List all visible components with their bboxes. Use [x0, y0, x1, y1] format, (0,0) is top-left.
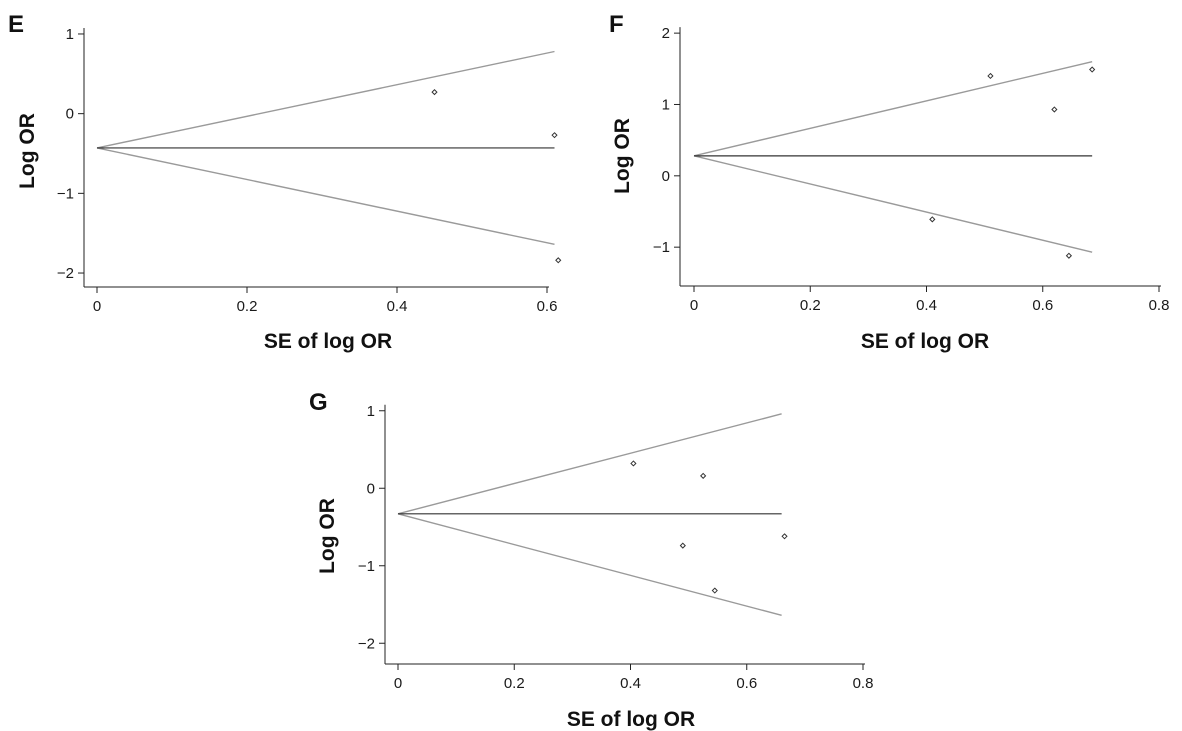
panel-f-study-point [1065, 252, 1073, 259]
panel-e-lower-ci-line [96, 147, 555, 246]
panel-g-ylabel: Log OR [316, 498, 339, 574]
panel-g-y-tick-label: −2 [358, 635, 375, 652]
panel-f: F SE of log OR Log OR −1 0 1 2 0 0.2 0.4 0.6 0.8 [609, 11, 1169, 353]
panel-f-study-point [1051, 106, 1058, 113]
panel-e-study-point [551, 132, 558, 139]
panel-f-y-tick-label: 1 [662, 96, 670, 113]
panel-e-x-tick-label: 0.4 [387, 298, 408, 315]
panel-g-x-tick-label: 0.2 [504, 675, 525, 692]
panel-g-study-point [679, 542, 686, 549]
panel-e-y-tick-label: −1 [57, 185, 74, 202]
panel-e-ylabel: Log OR [16, 113, 39, 189]
panel-g: G SE of log OR Log OR −2 −1 0 1 0 0.2 0.4 0.6 0.… [309, 389, 873, 731]
panel-g-study-point [781, 533, 788, 540]
panel-f-y-tick-label: 2 [662, 25, 670, 42]
panel-e-study-point [431, 89, 438, 96]
panel-f-lower-ci-line [693, 155, 1093, 253]
panel-f-study-point [987, 72, 994, 80]
panel-e-letter: E [8, 11, 24, 38]
panel-g-plot-area: −2 −1 0 1 0 0.2 0.4 0.6 0.8 [358, 403, 874, 692]
panel-g-upper-ci-line [397, 413, 782, 515]
panel-f-letter: F [609, 11, 624, 38]
panel-f-study-point [929, 216, 936, 223]
panel-e-plot-area: −2 −1 0 1 0 0.2 0.4 0.6 [57, 26, 562, 315]
panel-e-xlabel: SE of log OR [264, 330, 392, 353]
panel-e-x-tick-label: 0.2 [237, 298, 258, 315]
panel-g-y-tick-label: −1 [358, 558, 375, 575]
panel-f-xlabel: SE of log OR [861, 330, 989, 353]
panel-g-study-point [711, 587, 718, 594]
panel-e-study-point [555, 257, 562, 264]
panel-f-upper-ci-line [693, 60, 1093, 157]
panel-g-xlabel: SE of log OR [567, 708, 695, 731]
panel-g-x-tick-label: 0.6 [736, 675, 757, 692]
panel-f-x-tick-label: 0 [690, 297, 698, 314]
panel-g-study-point [700, 472, 707, 479]
panel-e-y-tick-label: 0 [66, 106, 74, 123]
panel-g-x-tick-label: 0.4 [620, 675, 641, 692]
panel-f-x-tick-label: 0.6 [1032, 297, 1053, 314]
panel-f-x-tick-label: 0.8 [1149, 297, 1170, 314]
panel-g-letter: G [309, 389, 328, 416]
panel-g-y-tick-label: 1 [367, 403, 375, 420]
panel-e-x-tick-label: 0.6 [537, 298, 558, 315]
panel-f-ylabel: Log OR [611, 118, 634, 194]
panel-f-x-tick-label: 0.2 [800, 297, 821, 314]
panel-g-x-tick-label: 0 [394, 675, 402, 692]
panel-e-x-tick-label: 0 [93, 298, 101, 315]
panel-f-study-point [1089, 66, 1096, 73]
panel-f-y-tick-label: 0 [662, 168, 670, 185]
panel-e-upper-ci-line [96, 50, 555, 149]
panel-g-y-tick-label: 0 [367, 480, 375, 497]
panel-f-y-tick-label: −1 [653, 239, 670, 256]
panel-g-study-point [630, 460, 637, 467]
panel-g-lower-ci-line [397, 513, 782, 617]
panel-e-y-tick-label: −2 [57, 265, 74, 282]
panel-g-x-tick-label: 0.8 [853, 675, 874, 692]
panel-e-y-tick-label: 1 [66, 26, 74, 43]
panel-f-plot-area: −1 0 1 2 0 0.2 0.4 0.6 0.8 [653, 25, 1170, 314]
panel-f-x-tick-label: 0.4 [916, 297, 937, 314]
panel-e: E SE of log OR Log OR −2 −1 0 1 0 0.2 0.4 0.6 [8, 11, 562, 353]
